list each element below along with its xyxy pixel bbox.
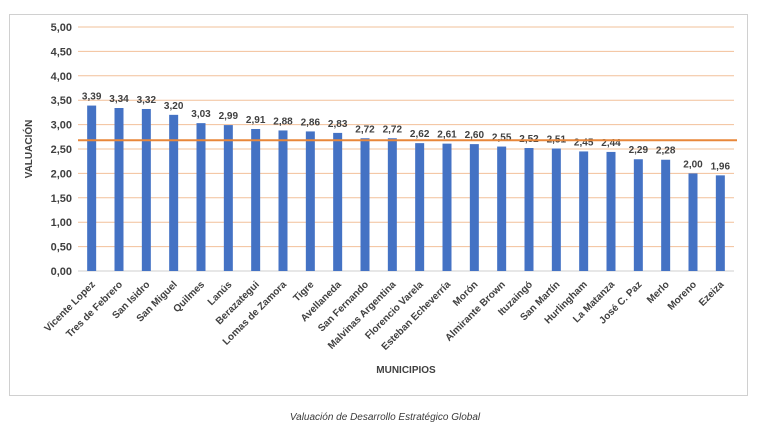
- bar-value-label: 2,28: [656, 146, 676, 157]
- bar-value-label: 2,29: [629, 145, 649, 156]
- bar-value-label: 2,99: [219, 111, 239, 122]
- chart-frame: 0,00 0,50 1,00 1,50 2,00 2,50 3,00 3,50 4,00 4,50…: [9, 14, 748, 396]
- bar: [469, 144, 479, 271]
- bar-value-label: 2,88: [273, 116, 293, 127]
- bar: [661, 159, 671, 271]
- bar-value-label: 2,45: [574, 137, 594, 148]
- bar: [223, 125, 233, 271]
- y-tick-label: 1,50: [51, 193, 72, 205]
- y-tick-label: 1,00: [51, 217, 72, 229]
- bar: [141, 108, 151, 271]
- bar: [251, 128, 261, 271]
- y-tick-label: 4,00: [51, 71, 72, 83]
- bar: [524, 148, 534, 271]
- bar-value-label: 3,32: [137, 95, 157, 106]
- bar: [360, 138, 370, 271]
- bar: [196, 123, 206, 271]
- bar: [415, 143, 425, 271]
- x-category-label: Moreno: [666, 279, 699, 312]
- y-tick-label: 3,50: [51, 95, 72, 107]
- y-tick-label: 4,50: [51, 46, 72, 58]
- bar-chart: 0,00 0,50 1,00 1,50 2,00 2,50 3,00 3,50 4,00 4,50…: [22, 22, 737, 376]
- bar-value-label: 2,55: [492, 133, 512, 144]
- bar-value-label: 2,00: [683, 159, 703, 170]
- bar-value-label: 2,72: [355, 124, 375, 135]
- bar: [715, 175, 725, 271]
- bar: [606, 151, 616, 271]
- x-category-label: Ezeiza: [697, 279, 727, 309]
- bar: [387, 138, 397, 271]
- bar: [551, 148, 561, 271]
- y-tick-label: 2,00: [51, 168, 72, 180]
- bar: [169, 114, 179, 271]
- bar: [333, 132, 343, 271]
- bar-value-label: 2,72: [383, 124, 403, 135]
- bar: [688, 173, 698, 271]
- y-tick-label: 0,50: [51, 242, 72, 254]
- bar: [114, 108, 124, 272]
- bar: [305, 131, 315, 271]
- y-tick-label: 2,50: [51, 144, 72, 156]
- bar-value-label: 2,91: [246, 115, 266, 126]
- y-axis-title: VALUACIÓN: [22, 120, 35, 179]
- x-category-label: Tigre: [292, 279, 317, 304]
- bar: [633, 159, 643, 271]
- bar: [579, 151, 589, 271]
- bar-value-label: 3,39: [82, 92, 102, 103]
- bar: [497, 146, 507, 271]
- bar-value-label: 2,60: [465, 130, 485, 141]
- bar-value-label: 3,34: [109, 94, 129, 105]
- bar: [442, 143, 452, 271]
- bar-value-label: 2,61: [437, 130, 457, 141]
- bar-value-label: 2,44: [601, 138, 621, 149]
- bar: [87, 105, 97, 272]
- bar-value-label: 2,83: [328, 119, 348, 130]
- bar-value-label: 2,86: [301, 117, 321, 128]
- bar: [278, 130, 288, 271]
- bar-value-label: 3,03: [191, 109, 211, 120]
- figure-caption: Valuación de Desarrollo Estratégico Glob…: [289, 412, 481, 423]
- x-axis-title: MUNICIPIOS: [376, 365, 436, 376]
- y-tick-label: 5,00: [51, 22, 72, 34]
- y-tick-label: 3,00: [51, 120, 72, 132]
- bar-value-label: 3,20: [164, 101, 184, 112]
- bar-value-label: 1,96: [711, 161, 731, 172]
- y-tick-label: 0,00: [51, 266, 72, 278]
- bar-value-label: 2,62: [410, 129, 430, 140]
